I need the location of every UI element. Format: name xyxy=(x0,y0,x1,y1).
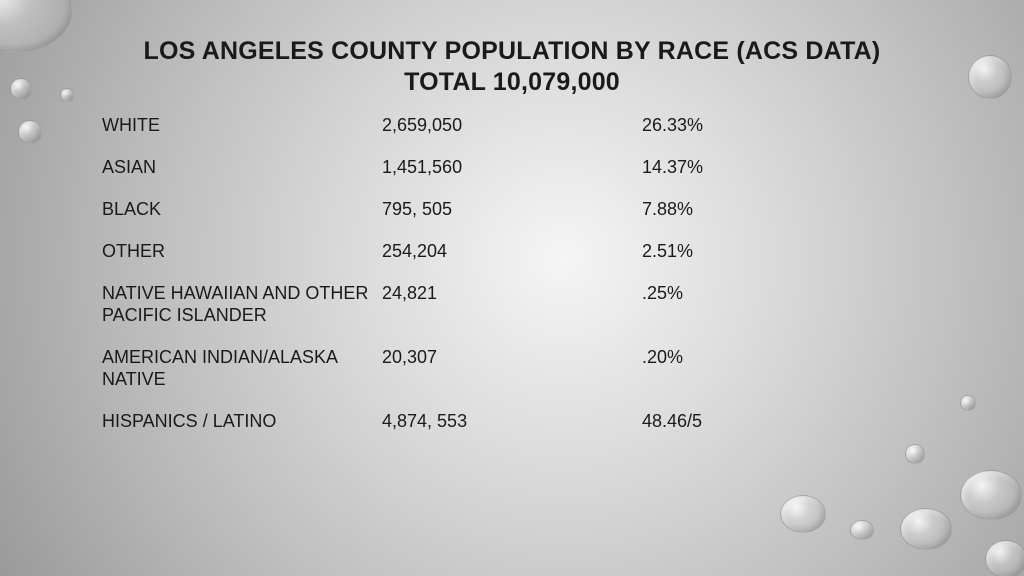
water-drop-icon xyxy=(850,520,874,540)
race-label: OTHER xyxy=(102,241,382,263)
table-row: HISPANICS / LATINO 4,874, 553 48.46/5 xyxy=(102,411,892,433)
table-row: BLACK 795, 505 7.88% xyxy=(102,199,892,221)
race-label: ASIAN xyxy=(102,157,382,179)
race-label: WHITE xyxy=(102,115,382,137)
race-count: 254,204 xyxy=(382,241,642,262)
race-count: 2,659,050 xyxy=(382,115,642,136)
population-table: WHITE 2,659,050 26.33% ASIAN 1,451,560 1… xyxy=(102,115,892,453)
table-row: WHITE 2,659,050 26.33% xyxy=(102,115,892,137)
race-percent: 7.88% xyxy=(642,199,892,220)
race-percent: 14.37% xyxy=(642,157,892,178)
race-label: HISPANICS / LATINO xyxy=(102,411,382,433)
race-count: 4,874, 553 xyxy=(382,411,642,432)
water-drop-icon xyxy=(960,395,976,411)
race-label: BLACK xyxy=(102,199,382,221)
race-percent: 2.51% xyxy=(642,241,892,262)
slide-title: LOS ANGELES COUNTY POPULATION BY RACE (A… xyxy=(0,36,1024,97)
table-row: AMERICAN INDIAN/ALASKA NATIVE 20,307 .20… xyxy=(102,347,892,391)
race-percent: 48.46/5 xyxy=(642,411,892,432)
race-count: 20,307 xyxy=(382,347,642,368)
title-line-1: LOS ANGELES COUNTY POPULATION BY RACE (A… xyxy=(0,36,1024,67)
race-label: AMERICAN INDIAN/ALASKA NATIVE xyxy=(102,347,382,391)
title-line-2: TOTAL 10,079,000 xyxy=(0,67,1024,98)
water-drop-icon xyxy=(985,540,1024,576)
race-label: NATIVE HAWAIIAN AND OTHER PACIFIC ISLAND… xyxy=(102,283,382,327)
race-count: 795, 505 xyxy=(382,199,642,220)
water-drop-icon xyxy=(960,470,1022,520)
water-drop-icon xyxy=(18,120,42,144)
table-row: OTHER 254,204 2.51% xyxy=(102,241,892,263)
table-row: ASIAN 1,451,560 14.37% xyxy=(102,157,892,179)
race-count: 24,821 xyxy=(382,283,642,304)
water-drop-icon xyxy=(905,444,925,464)
water-drop-icon xyxy=(900,508,952,550)
slide: LOS ANGELES COUNTY POPULATION BY RACE (A… xyxy=(0,0,1024,576)
race-count: 1,451,560 xyxy=(382,157,642,178)
race-percent: 26.33% xyxy=(642,115,892,136)
table-row: NATIVE HAWAIIAN AND OTHER PACIFIC ISLAND… xyxy=(102,283,892,327)
race-percent: .25% xyxy=(642,283,892,304)
water-drop-icon xyxy=(780,495,826,533)
race-percent: .20% xyxy=(642,347,892,368)
